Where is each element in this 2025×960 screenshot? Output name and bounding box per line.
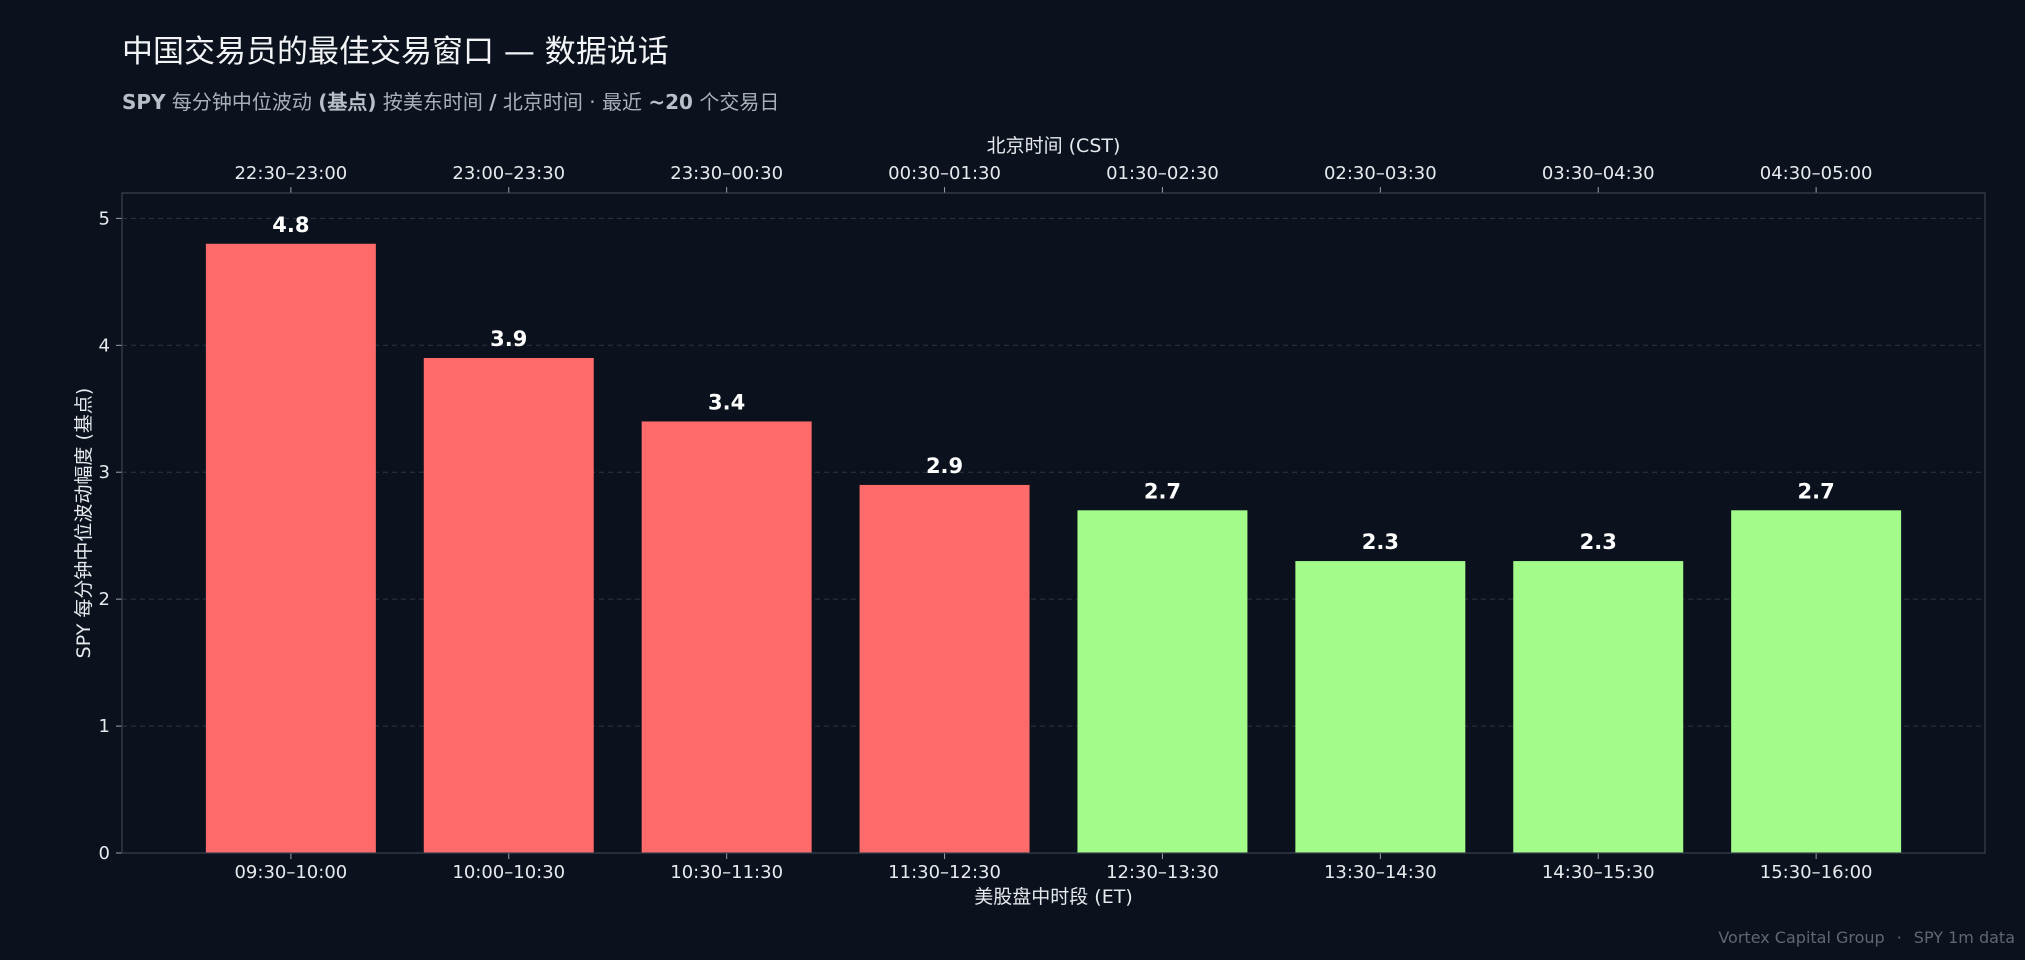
x2-tick-label: 02:30–03:30 [1324,163,1437,184]
bar-value-label: 2.7 [1798,479,1835,503]
y-tick-label: 0 [99,843,110,864]
subtitle-text-2: 按美东时间 [376,90,490,114]
subtitle-slash: / [489,90,497,114]
bar-value-label: 2.9 [926,454,963,478]
footer-data-note: SPY 1m data [1913,928,2015,947]
bar-value-label: 2.3 [1580,530,1617,554]
y-tick-label: 5 [99,208,110,229]
x-tick-label: 09:30–10:00 [234,862,347,883]
chart-title: 中国交易员的最佳交易窗口 — 数据说话 [122,34,669,70]
bar-value-label: 3.4 [708,390,745,414]
x-tick-label: 10:30–11:30 [670,862,783,883]
x2-tick-label: 01:30–02:30 [1106,163,1219,184]
chart-subtitle: SPY 每分钟中位波动 (基点) 按美东时间 / 北京时间 · 最近 ~20 个… [122,86,779,115]
x-axis-title: 美股盘中时段 (ET) [974,886,1132,908]
bar-13:30–14:30 [1295,561,1466,853]
x2-tick-label: 23:30–00:30 [670,163,783,184]
y-axis-title: SPY 每分钟中位波动幅度 (基点) [73,388,95,659]
x-tick-label: 15:30–16:00 [1760,862,1873,883]
x2-tick-label: 03:30–04:30 [1542,163,1655,184]
x2-tick-label: 00:30–01:30 [888,163,1001,184]
bar-value-label: 2.3 [1362,530,1399,554]
x2-tick-label: 23:00–23:30 [452,163,565,184]
bar-value-label: 2.7 [1144,479,1181,503]
y-tick-label: 4 [99,335,110,356]
x2-tick-label: 04:30–05:00 [1760,163,1873,184]
subtitle-unit: (基点) [318,90,377,114]
subtitle-text-1: 每分钟中位波动 [165,90,319,114]
footer-separator: · [1896,928,1902,947]
bar-10:30–11:30 [641,421,812,853]
x-tick-label: 10:00–10:30 [452,862,565,883]
bar-value-label: 4.8 [272,213,309,237]
x2-tick-label: 22:30–23:00 [234,163,347,184]
subtitle-text-3: 北京时间 · 最近 [496,90,649,114]
bar-10:00–10:30 [423,358,594,853]
x-tick-label: 14:30–15:30 [1542,862,1655,883]
subtitle-ticker: SPY [122,90,166,114]
plot-frame [121,192,1986,854]
y-tick-label: 3 [99,462,110,483]
x2-axis-title: 北京时间 (CST) [987,135,1121,157]
x-tick-label: 13:30–14:30 [1324,862,1437,883]
bar-15:30–16:00 [1731,510,1902,853]
plot-area [122,193,1985,853]
footer-credit: Vortex Capital Group · SPY 1m data [1718,928,2015,947]
y-tick-label: 1 [99,716,110,737]
subtitle-text-4: 个交易日 [692,90,780,114]
bar-12:30–13:30 [1077,510,1248,853]
y-tick-label: 2 [99,589,110,610]
bar-11:30–12:30 [859,484,1030,853]
x-tick-label: 11:30–12:30 [888,862,1001,883]
bar-value-label: 3.9 [490,327,527,351]
x-tick-label: 12:30–13:30 [1106,862,1219,883]
bar-14:30–15:30 [1513,561,1684,853]
footer-source: Vortex Capital Group [1718,928,1885,947]
bar-09:30–10:00 [205,243,376,853]
subtitle-days: ~20 [648,90,693,114]
